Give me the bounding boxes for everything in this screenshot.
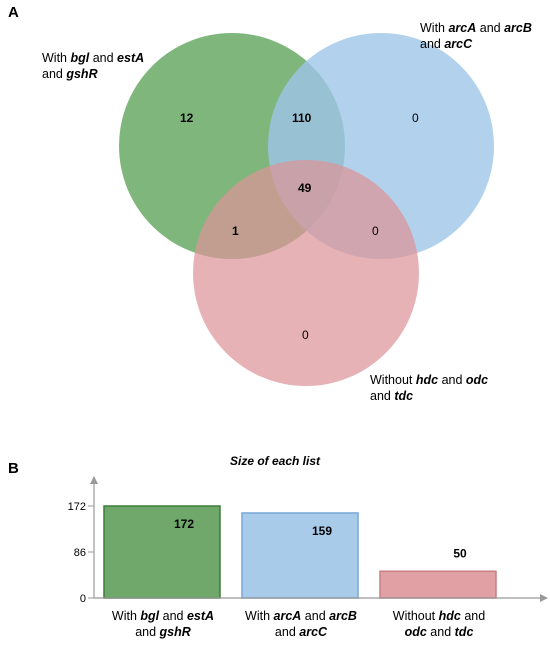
chart-title: Size of each list	[229, 454, 321, 468]
venn-circle-red	[193, 160, 419, 386]
y-tick-label-0: 0	[80, 593, 86, 605]
venn-diagram	[119, 33, 494, 386]
y-tick-label-2: 172	[68, 501, 86, 513]
x-label-2-line2: and arcC	[274, 625, 328, 639]
set-label-red-line1: Without hdc and odc	[370, 373, 489, 387]
x-label-2: With arcA and arcB and arcC	[236, 608, 366, 640]
panel-a-label: A	[8, 4, 19, 21]
bar-3	[379, 570, 497, 599]
region-blue-only: 0	[412, 111, 419, 125]
panel-b-label: B	[8, 460, 19, 477]
set-label-red-line2: and tdc	[370, 389, 414, 403]
set-label-blue: With arcA and arcB and arcC	[420, 20, 550, 52]
x-axis-arrow	[540, 594, 548, 602]
x-label-1-line2: and gshR	[135, 625, 191, 639]
x-label-2-line1: With arcA and arcB	[245, 609, 357, 623]
x-label-3-line2: odc and tdc	[404, 625, 474, 639]
set-label-green-line2: and gshR	[42, 67, 98, 81]
set-label-blue-line2: and arcC	[420, 37, 473, 51]
bar-2	[241, 512, 359, 599]
region-green-red: 1	[232, 224, 239, 238]
set-label-green: With bgl and estA and gshR	[42, 50, 182, 82]
x-label-1: With bgl and estA and gshR	[98, 608, 228, 640]
x-label-3-line1: Without hdc and	[392, 609, 486, 623]
region-green-blue: 110	[292, 111, 312, 125]
set-label-blue-line1: With arcA and arcB	[420, 21, 532, 35]
bar-value-3: 50	[453, 546, 467, 560]
bar-value-2: 159	[312, 524, 332, 538]
bar-1	[103, 505, 221, 599]
region-red-only: 0	[302, 328, 309, 342]
y-axis-arrow	[90, 476, 98, 484]
bar-chart: 172 159 50 0 86 172	[68, 476, 548, 605]
set-label-red: Without hdc and odc and tdc	[370, 372, 510, 404]
region-blue-red: 0	[372, 224, 379, 238]
region-green-only: 12	[180, 111, 194, 125]
bar-value-1: 172	[174, 517, 194, 531]
set-label-green-line1: With bgl and estA	[42, 51, 145, 65]
y-tick-label-1: 86	[74, 547, 86, 559]
region-all-three: 49	[298, 181, 312, 195]
x-label-3: Without hdc and odc and tdc	[374, 608, 504, 640]
x-label-1-line1: With bgl and estA	[111, 609, 215, 623]
